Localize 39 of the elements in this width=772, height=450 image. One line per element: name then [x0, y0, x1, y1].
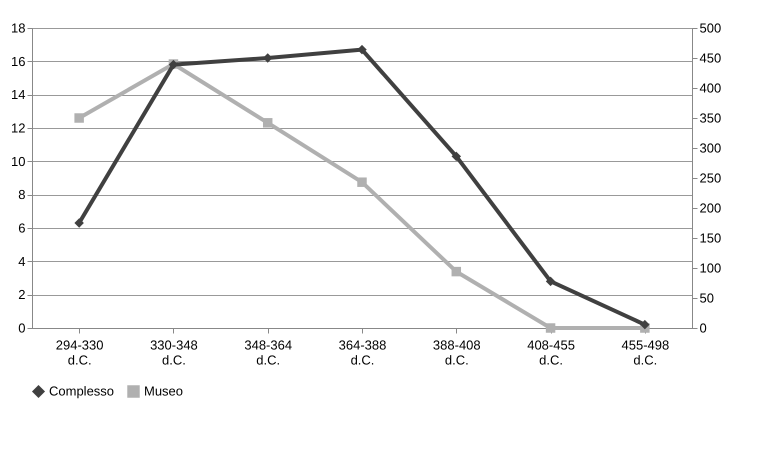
- y2-tick-label: 200: [700, 200, 722, 216]
- x-tick-label: 330-348 d.C.: [150, 338, 198, 368]
- point: [74, 218, 84, 228]
- y2-tick-label: 500: [700, 20, 722, 36]
- point: [74, 113, 84, 123]
- y-tick-label: 10: [11, 154, 26, 169]
- y2-tick-label: 100: [700, 260, 722, 276]
- y-tick-label: 12: [11, 120, 26, 136]
- x-tick-label: 348-364 d.C.: [244, 338, 292, 368]
- legend-label: Complesso: [49, 384, 114, 399]
- y-tick-label: 14: [11, 87, 26, 102]
- y-tick-label: 8: [18, 187, 26, 202]
- y-tick-label: 16: [11, 54, 26, 69]
- point: [262, 118, 272, 128]
- y-tick-label: 18: [11, 20, 26, 36]
- x-tick-label: 388-408 d.C.: [432, 338, 481, 368]
- point: [546, 323, 556, 333]
- x-tick-label: 408-455 d.C.: [527, 338, 575, 368]
- x-tick-label: 455-498 d.C.: [622, 338, 670, 368]
- x-tick-label: 294-330 d.C.: [56, 338, 104, 368]
- y-tick-label: 6: [18, 220, 26, 236]
- point: [452, 266, 462, 276]
- x-tick-label: 364-388 d.C.: [338, 338, 386, 368]
- point: [640, 320, 650, 330]
- y-tick-label: 4: [18, 254, 26, 269]
- legend-label: Museo: [144, 384, 184, 399]
- y2-tick-label: 450: [700, 50, 722, 66]
- point: [546, 276, 556, 286]
- y2-tick-label: 50: [700, 290, 714, 306]
- y2-tick-label: 250: [700, 170, 722, 186]
- y2-tick-label: 350: [700, 110, 722, 126]
- point: [357, 177, 367, 187]
- y2-tick-label: 300: [700, 140, 722, 156]
- y2-tick-label: 0: [700, 320, 707, 336]
- point: [452, 152, 462, 162]
- y2-tick-label: 400: [700, 80, 722, 96]
- y2-tick-label: 150: [700, 230, 722, 246]
- y-tick-label: 2: [18, 287, 26, 302]
- y-tick-label: 0: [18, 320, 26, 336]
